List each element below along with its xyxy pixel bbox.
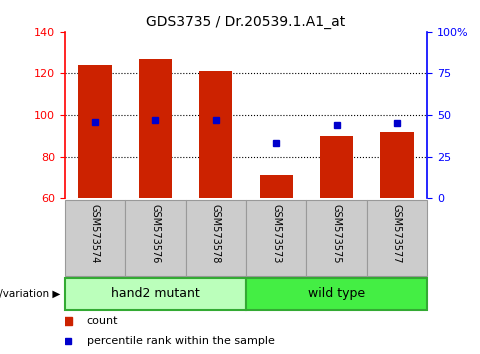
Text: GSM573577: GSM573577 (392, 204, 402, 263)
Text: percentile rank within the sample: percentile rank within the sample (86, 336, 275, 346)
Text: GSM573578: GSM573578 (211, 204, 221, 263)
Bar (260, 175, 293, 198)
Text: GSM573573: GSM573573 (271, 204, 281, 263)
Text: GSM573574: GSM573574 (90, 204, 100, 263)
Bar (246, 200, 306, 276)
Bar (367, 200, 427, 276)
Text: genotype/variation ▶: genotype/variation ▶ (0, 289, 60, 299)
Bar (199, 72, 232, 198)
Bar (380, 132, 414, 198)
Bar (320, 136, 353, 198)
Bar (186, 200, 246, 276)
Text: count: count (86, 316, 118, 326)
Text: GSM573576: GSM573576 (150, 204, 160, 263)
Bar (65, 200, 125, 276)
Bar (246, 278, 427, 310)
Bar (125, 200, 186, 276)
Bar (139, 59, 172, 198)
Text: hand2 mutant: hand2 mutant (111, 287, 200, 300)
Bar (78, 65, 112, 198)
Text: GSM573575: GSM573575 (332, 204, 342, 263)
Text: wild type: wild type (308, 287, 365, 300)
Bar (65, 278, 246, 310)
Title: GDS3735 / Dr.20539.1.A1_at: GDS3735 / Dr.20539.1.A1_at (146, 16, 346, 29)
Bar (306, 200, 367, 276)
